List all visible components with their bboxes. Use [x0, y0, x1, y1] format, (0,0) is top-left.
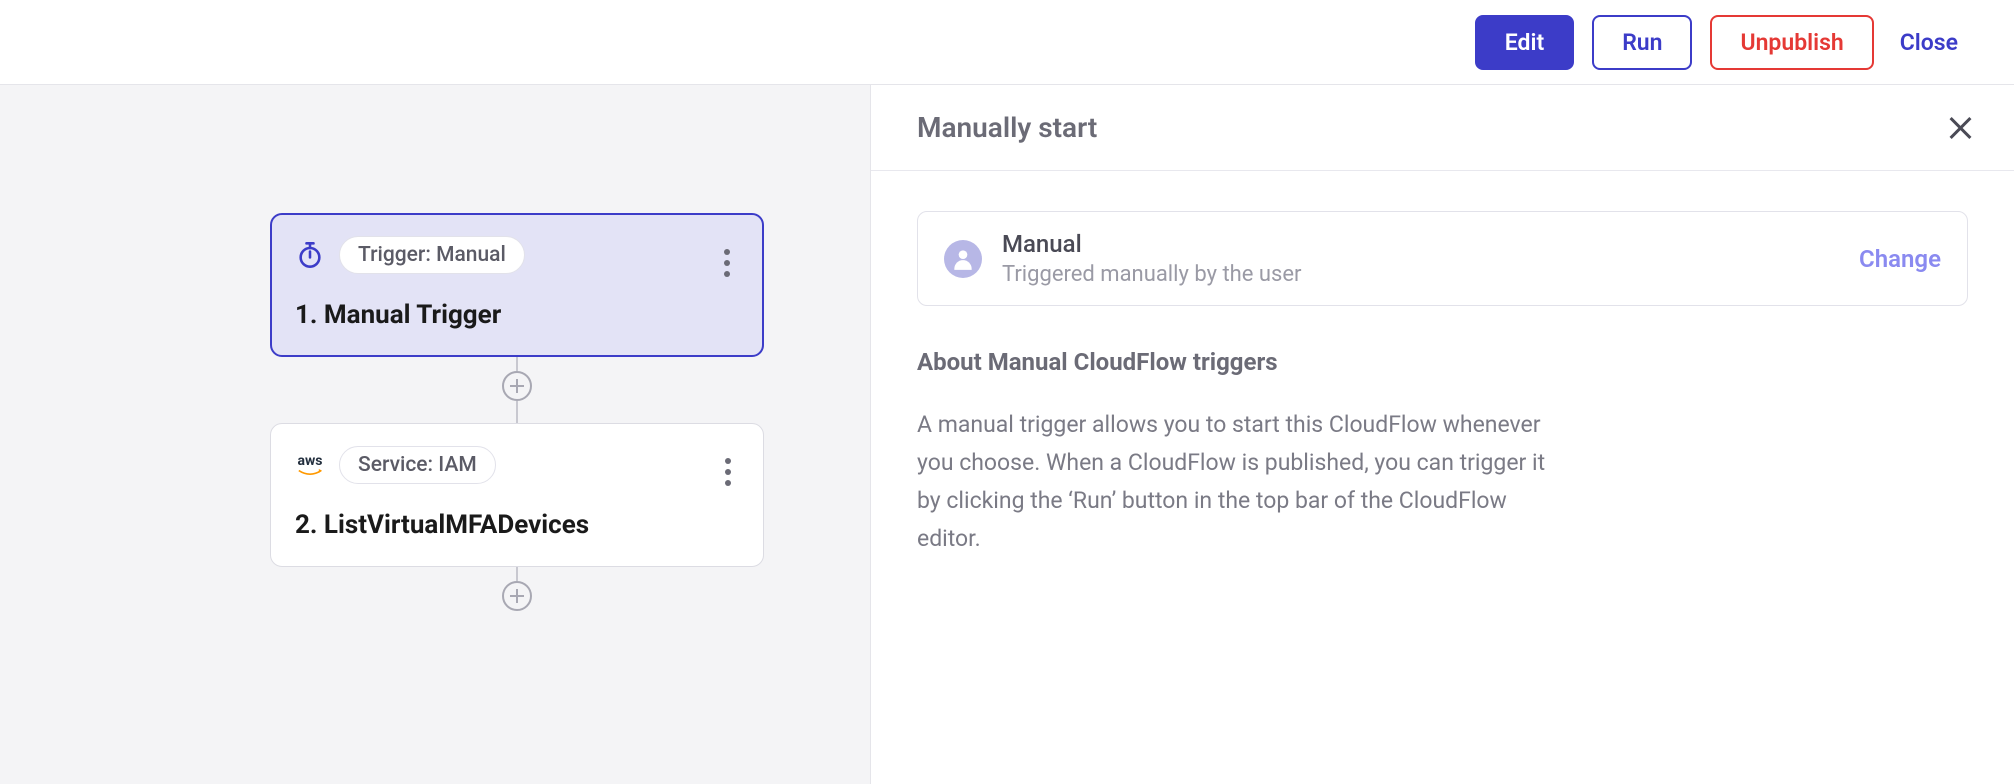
node-header: aws Service: IAM — [295, 446, 739, 484]
add-step-button[interactable] — [502, 581, 532, 611]
trigger-description: Triggered manually by the user — [1002, 262, 1839, 287]
connector-line — [516, 357, 518, 371]
flow-node-action[interactable]: aws Service: IAM 2. ListVirtualMFADevice… — [270, 423, 764, 567]
main-split: Trigger: Manual 1. Manual Trigger aws — [0, 85, 2014, 784]
about-heading: About Manual CloudFlow triggers — [917, 348, 1968, 376]
edit-button[interactable]: Edit — [1475, 15, 1574, 70]
panel-header: Manually start — [871, 85, 2014, 171]
node-title: 2. ListVirtualMFADevices — [295, 510, 739, 540]
top-toolbar: Edit Run Unpublish Close — [0, 0, 2014, 85]
flow-column: Trigger: Manual 1. Manual Trigger aws — [270, 213, 764, 611]
flow-node-trigger[interactable]: Trigger: Manual 1. Manual Trigger — [270, 213, 764, 357]
details-panel: Manually start Manual Triggered manually… — [870, 85, 2014, 784]
flow-canvas[interactable]: Trigger: Manual 1. Manual Trigger aws — [0, 85, 870, 784]
connector-line — [516, 401, 518, 423]
close-button[interactable]: Close — [1892, 17, 1966, 68]
run-button[interactable]: Run — [1592, 15, 1692, 70]
node-pill: Trigger: Manual — [339, 236, 525, 274]
panel-body: Manual Triggered manually by the user Ch… — [871, 171, 2014, 598]
node-header: Trigger: Manual — [295, 236, 739, 274]
trigger-card: Manual Triggered manually by the user Ch… — [917, 211, 1968, 306]
stopwatch-icon — [295, 240, 325, 270]
node-menu-button[interactable] — [712, 243, 742, 283]
add-step-button[interactable] — [502, 371, 532, 401]
trigger-text: Manual Triggered manually by the user — [1002, 230, 1839, 287]
change-trigger-link[interactable]: Change — [1859, 245, 1941, 273]
node-title: 1. Manual Trigger — [295, 300, 739, 330]
node-menu-button[interactable] — [713, 452, 743, 492]
about-text: A manual trigger allows you to start thi… — [917, 406, 1557, 558]
user-icon — [944, 240, 982, 278]
trigger-name: Manual — [1002, 230, 1839, 258]
close-icon[interactable] — [1946, 114, 1974, 142]
unpublish-button[interactable]: Unpublish — [1710, 15, 1873, 70]
aws-icon: aws — [295, 450, 325, 480]
panel-title: Manually start — [917, 111, 1097, 144]
connector-line — [516, 567, 518, 581]
node-pill: Service: IAM — [339, 446, 496, 484]
